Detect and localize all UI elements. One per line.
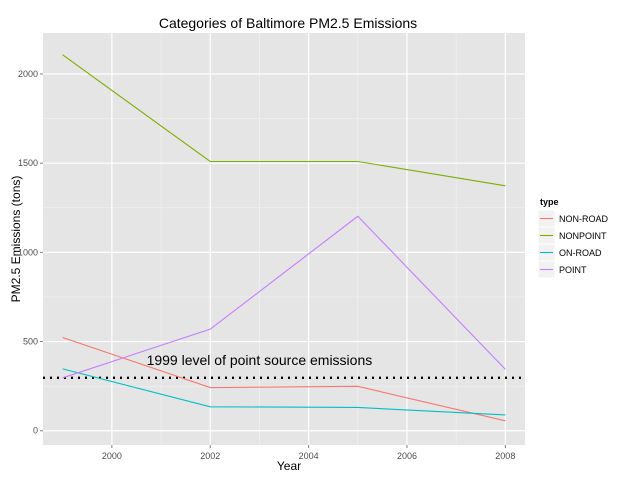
series-line-non-road: [62, 336, 506, 422]
legend-label: NONPOINT: [559, 231, 607, 241]
x-tick-label: 2008: [495, 451, 515, 461]
x-axis-title: Year: [277, 459, 301, 473]
legend-label: POINT: [559, 265, 587, 275]
x-tick-label: 2006: [397, 451, 417, 461]
y-tick-label: 1500: [18, 158, 38, 168]
series-line-nonpoint: [62, 54, 506, 187]
panel-background: [43, 33, 525, 445]
series-line-point: [62, 215, 506, 379]
y-axis-ticks: 0 500 1000 1500 2000: [18, 69, 43, 436]
chart-title: Categories of Baltimore PM2.5 Emissions: [159, 15, 417, 31]
series-group: [62, 54, 506, 422]
x-tick-label: 2000: [102, 451, 122, 461]
y-tick-label: 500: [23, 337, 38, 347]
x-tick-label: 2002: [200, 451, 220, 461]
y-tick-label: 2000: [18, 69, 38, 79]
series-line-on-road: [62, 368, 506, 416]
y-tick-label: 1000: [18, 247, 38, 257]
y-axis-title: PM2.5 Emissions (tons): [9, 176, 23, 303]
legend-label: ON-ROAD: [559, 248, 602, 258]
reference-line-label: 1999 level of point source emissions: [147, 352, 373, 368]
x-tick-label: 2004: [299, 451, 319, 461]
legend-label: NON-ROAD: [559, 214, 608, 224]
legend: NON-ROAD NONPOINT ON-ROAD POINT: [537, 209, 608, 279]
legend-title: type: [540, 197, 559, 207]
reference-line-group: 1999 level of point source emissions: [43, 352, 525, 379]
grid-minor: [43, 33, 525, 445]
y-tick-label: 0: [33, 426, 38, 436]
x-axis-ticks: 2000 2002 2004 2006 2008: [102, 445, 515, 461]
grid-major: [43, 33, 525, 445]
